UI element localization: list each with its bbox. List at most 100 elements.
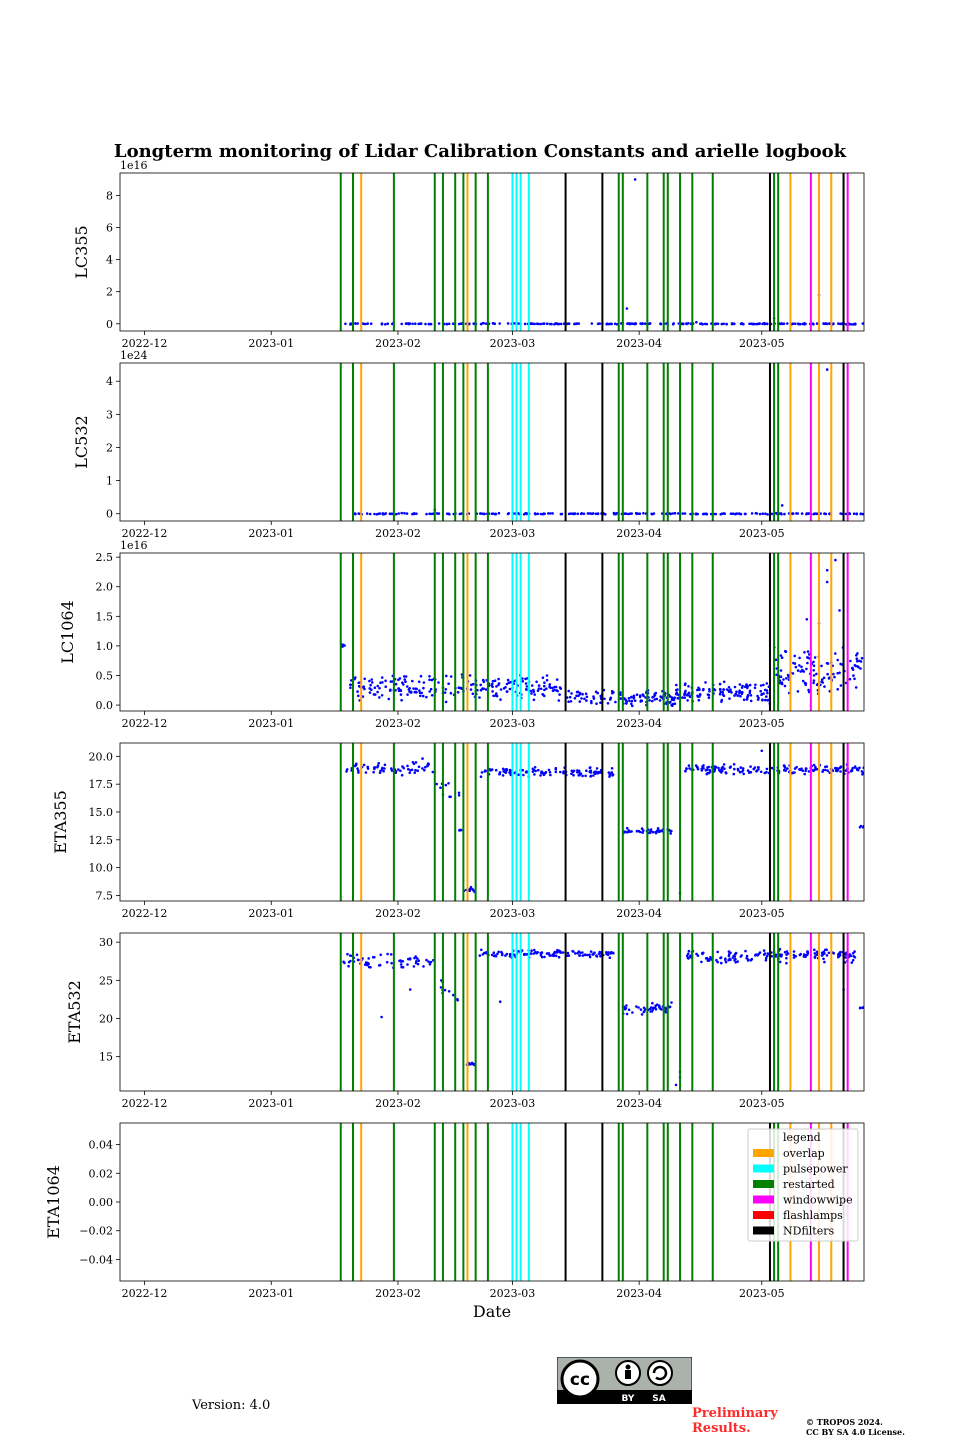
data-point — [732, 763, 736, 766]
data-point — [728, 697, 731, 700]
data-point — [613, 512, 616, 515]
data-point — [716, 322, 720, 326]
data-point — [534, 950, 537, 954]
data-point — [422, 681, 426, 684]
data-point — [813, 656, 817, 659]
x-tick-label: 2023-02 — [375, 337, 421, 350]
data-point — [748, 689, 752, 693]
data-point — [361, 695, 365, 698]
data-point — [559, 950, 562, 953]
data-point — [349, 954, 352, 957]
data-point — [746, 769, 750, 772]
data-point — [419, 674, 423, 678]
data-point — [363, 963, 367, 966]
data-point — [628, 830, 632, 833]
data-point — [373, 693, 377, 696]
data-point — [570, 772, 573, 775]
data-point — [696, 765, 699, 769]
data-point — [437, 681, 440, 684]
data-point — [856, 652, 859, 655]
data-point — [673, 512, 677, 515]
data-point — [670, 703, 673, 707]
data-point — [695, 320, 698, 324]
data-point — [579, 772, 583, 775]
data-point — [763, 771, 767, 775]
data-point — [675, 688, 678, 692]
data-point — [343, 961, 346, 965]
data-point — [759, 770, 763, 774]
data-point — [689, 512, 692, 516]
data-point — [851, 666, 854, 670]
data-point — [802, 953, 806, 956]
data-point — [572, 769, 576, 773]
data-point — [598, 322, 601, 325]
data-point — [859, 667, 862, 670]
data-point — [504, 768, 508, 771]
data-point — [412, 687, 415, 690]
data-point — [760, 692, 764, 696]
data-point — [749, 765, 752, 768]
data-point — [757, 322, 761, 326]
data-point — [608, 956, 612, 959]
x-tick-label: 2023-01 — [248, 1097, 294, 1110]
data-point — [427, 960, 430, 963]
data-point — [345, 770, 348, 773]
data-point — [492, 954, 496, 958]
data-point — [577, 322, 580, 325]
data-point — [417, 765, 421, 769]
data-point — [362, 685, 366, 688]
y-tick-label: 20 — [99, 1012, 113, 1025]
data-point — [478, 954, 482, 957]
y-offset-label: 1e24 — [120, 349, 148, 362]
data-point — [481, 953, 485, 956]
data-point — [570, 692, 573, 695]
data-point — [484, 322, 488, 326]
data-point — [457, 791, 461, 795]
axes-frame — [119, 362, 865, 522]
data-point — [764, 957, 768, 960]
data-point — [791, 771, 794, 775]
data-point — [425, 512, 428, 516]
data-point — [755, 512, 759, 515]
data-point — [659, 322, 662, 326]
data-point — [492, 951, 496, 954]
data-point — [588, 955, 592, 959]
data-point — [400, 965, 403, 969]
data-point — [839, 512, 842, 515]
data-point — [745, 954, 749, 958]
data-point — [439, 986, 443, 989]
data-point — [639, 700, 642, 703]
data-point — [543, 688, 546, 692]
data-point — [802, 955, 806, 958]
x-tick-label: 2023-05 — [739, 337, 785, 350]
data-point — [567, 954, 571, 957]
data-point — [534, 769, 537, 773]
data-point — [408, 988, 412, 991]
data-point — [385, 960, 389, 964]
data-point — [702, 951, 705, 955]
data-point — [803, 772, 806, 776]
data-point — [407, 322, 410, 325]
data-point — [400, 698, 403, 702]
data-point — [490, 682, 494, 686]
data-point — [603, 697, 606, 701]
data-point — [766, 322, 769, 326]
data-point — [544, 771, 548, 774]
data-point — [522, 773, 525, 777]
data-point — [799, 952, 802, 956]
data-point — [643, 322, 647, 326]
data-point — [687, 685, 690, 688]
data-point — [853, 766, 857, 769]
data-point — [782, 678, 785, 681]
data-point — [688, 695, 692, 698]
data-point — [542, 773, 546, 776]
data-point — [742, 772, 745, 776]
data-point — [792, 950, 796, 953]
data-point — [606, 953, 610, 957]
data-point — [750, 512, 754, 515]
data-point — [641, 831, 644, 834]
data-point — [394, 512, 398, 516]
data-point — [452, 993, 455, 997]
data-point — [732, 772, 736, 776]
data-point — [631, 704, 634, 708]
